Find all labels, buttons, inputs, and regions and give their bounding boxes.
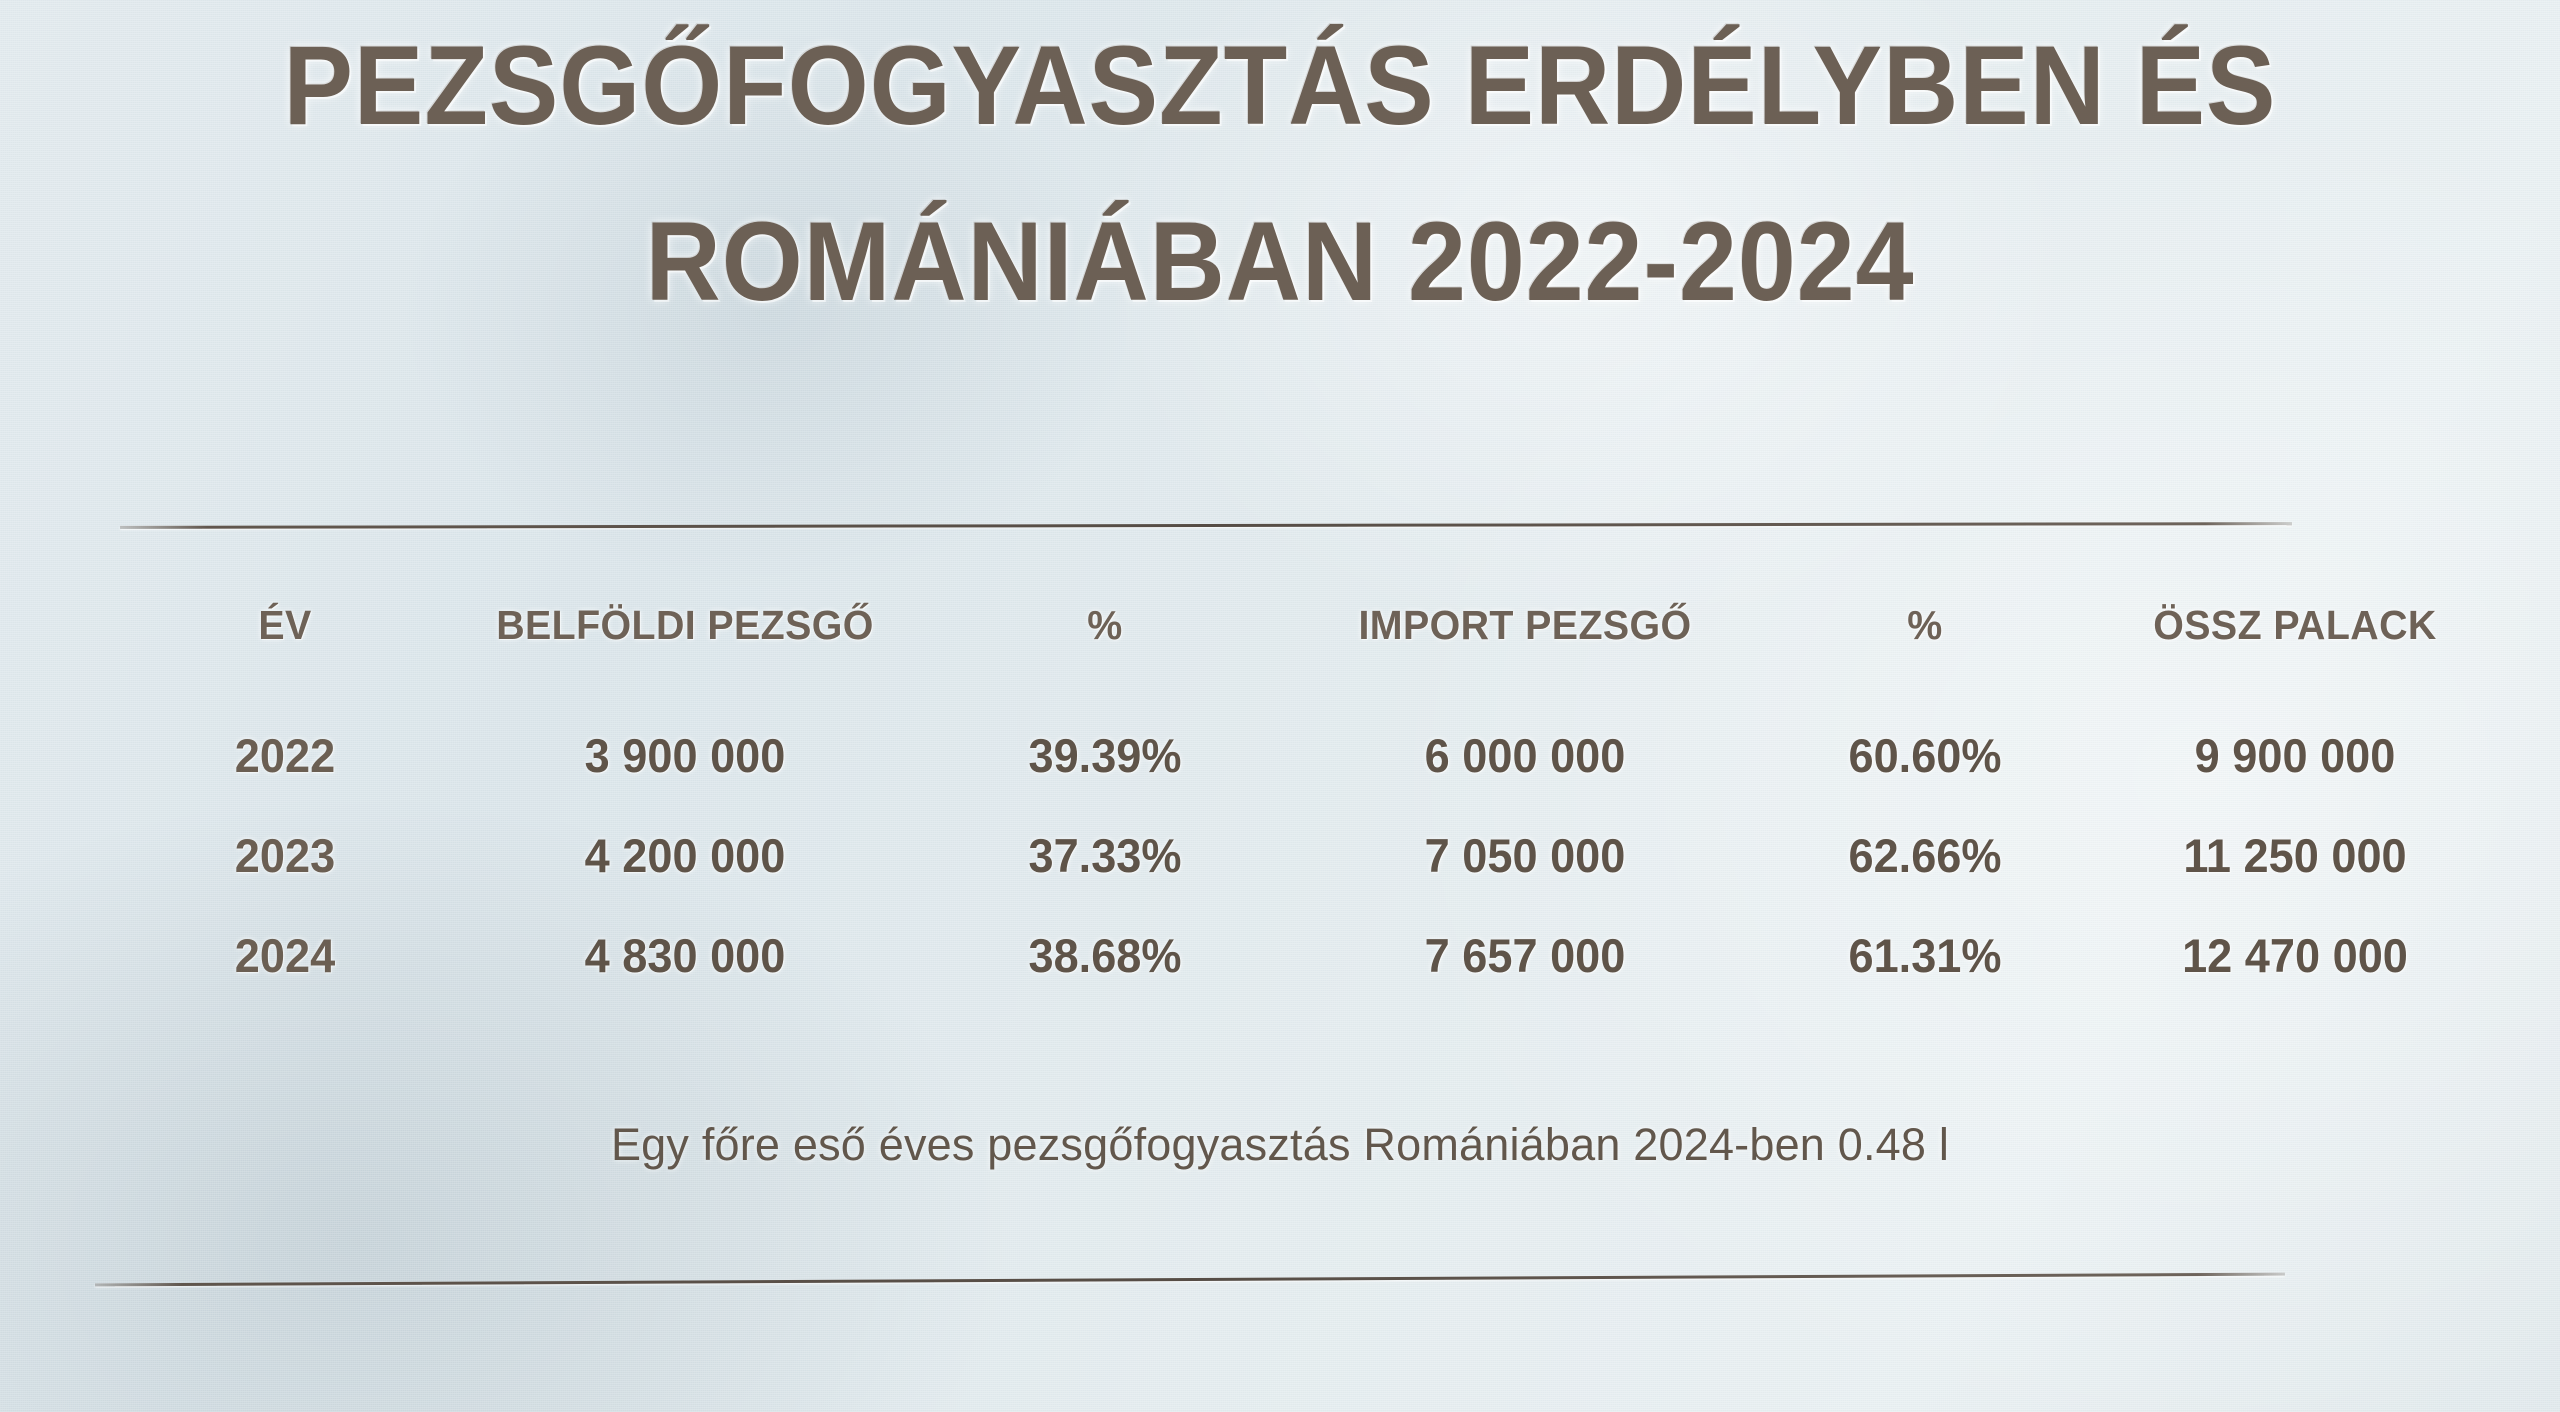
table-header: ÉV BELFÖLDI PEZSGŐ % IMPORT PEZSGŐ % ÖSS… <box>120 572 2500 648</box>
cell-import-pct: 62.66% <box>1848 829 2002 882</box>
cell-domestic: 4 200 000 <box>584 829 786 882</box>
cell-year: 2024 <box>234 929 336 982</box>
cell-domestic: 4 830 000 <box>584 929 786 982</box>
column-header-total: ÖSSZ PALACK <box>2153 602 2437 648</box>
footnote-text: Egy főre eső éves pezsgőfogyasztás Román… <box>610 1119 1950 1170</box>
column-header-domestic: BELFÖLDI PEZSGŐ <box>496 602 874 648</box>
cell-domestic-pct: 38.68% <box>1028 929 1182 982</box>
slide-title: PEZSGŐFOGYASZTÁS ERDÉLYBEN ÉS ROMÁNIÁBAN… <box>0 24 2560 324</box>
cell-year: 2023 <box>234 829 336 882</box>
cell-year: 2022 <box>234 729 336 782</box>
cell-import: 7 657 000 <box>1424 929 1626 982</box>
cell-domestic: 3 900 000 <box>584 729 786 782</box>
table-bottom-rule <box>95 1272 2285 1287</box>
title-line-1: PEZSGŐFOGYASZTÁS ERDÉLYBEN ÉS <box>283 23 2277 148</box>
table-header-row: ÉV BELFÖLDI PEZSGŐ % IMPORT PEZSGŐ % ÖSS… <box>120 572 2500 648</box>
cell-import: 6 000 000 <box>1424 729 1626 782</box>
table-row: 2022 3 900 000 39.39% 6 000 000 60.60% 9… <box>120 648 2500 806</box>
data-table: ÉV BELFÖLDI PEZSGŐ % IMPORT PEZSGŐ % ÖSS… <box>120 572 2500 1006</box>
column-header-import: IMPORT PEZSGŐ <box>1358 602 1692 648</box>
column-header-year: ÉV <box>258 602 312 648</box>
column-header-domestic-pct: % <box>1087 602 1123 648</box>
cell-domestic-pct: 37.33% <box>1028 829 1182 882</box>
table-top-rule <box>119 522 2293 529</box>
cell-total: 9 900 000 <box>2194 729 2396 782</box>
table-body: 2022 3 900 000 39.39% 6 000 000 60.60% 9… <box>120 648 2500 1006</box>
cell-import: 7 050 000 <box>1424 829 1626 882</box>
data-table-container: ÉV BELFÖLDI PEZSGŐ % IMPORT PEZSGŐ % ÖSS… <box>120 572 2437 1006</box>
cell-total: 11 250 000 <box>2183 829 2407 882</box>
table-row: 2024 4 830 000 38.68% 7 657 000 61.31% 1… <box>120 906 2500 1006</box>
cell-domestic-pct: 39.39% <box>1028 729 1182 782</box>
cell-total: 12 470 000 <box>2182 929 2408 982</box>
cell-import-pct: 60.60% <box>1848 729 2002 782</box>
title-line-2: ROMÁNIÁBAN 2022-2024 <box>645 199 1915 324</box>
table-row: 2023 4 200 000 37.33% 7 050 000 62.66% 1… <box>120 806 2500 906</box>
cell-import-pct: 61.31% <box>1848 929 2002 982</box>
column-header-import-pct: % <box>1907 602 1943 648</box>
